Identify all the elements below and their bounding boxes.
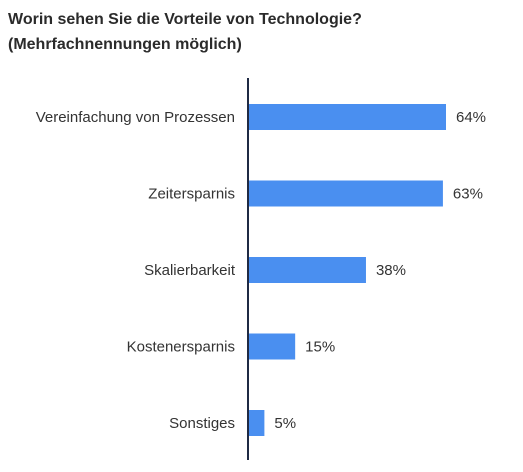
category-label-skalierbarkeit: Skalierbarkeit [144, 262, 236, 279]
value-label-kostenersparnis: 15% [305, 339, 335, 356]
value-label-vereinfachung-von-prozessen: 64% [456, 109, 486, 126]
value-label-zeitersparnis: 63% [453, 186, 483, 203]
bar-sonstiges [249, 410, 265, 436]
category-label-kostenersparnis: Kostenersparnis [127, 339, 235, 356]
category-label-vereinfachung-von-prozessen: Vereinfachung von Prozessen [36, 109, 235, 126]
value-label-skalierbarkeit: 38% [376, 262, 406, 279]
category-label-sonstiges: Sonstiges [169, 415, 235, 432]
category-label-zeitersparnis: Zeitersparnis [148, 186, 235, 203]
bar-kostenersparnis [249, 333, 296, 360]
bar-zeitersparnis [249, 180, 443, 207]
bars-group: Vereinfachung von Prozessen 64% Zeiterspar… [36, 104, 486, 436]
chart-subtitle: (Mehrfachnennungen möglich) [8, 36, 242, 53]
chart-title: Worin sehen Sie die Vorteile von Technol… [8, 11, 362, 28]
bar-vereinfachung-von-prozessen [249, 104, 446, 130]
value-label-sonstiges: 5% [274, 415, 296, 432]
bar-skalierbarkeit [249, 257, 366, 283]
